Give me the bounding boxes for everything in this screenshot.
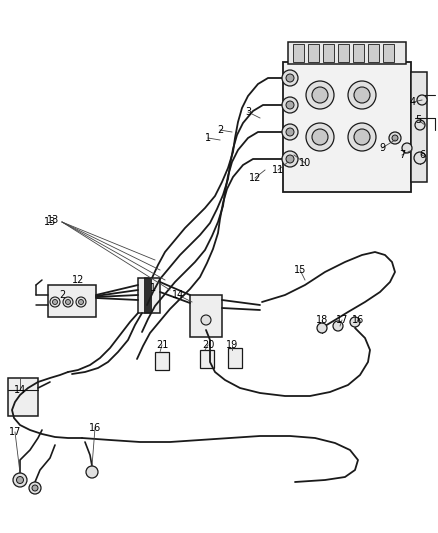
Text: 12: 12 [72, 275, 84, 285]
Text: 5: 5 [415, 115, 421, 125]
Circle shape [312, 129, 328, 145]
Circle shape [306, 123, 334, 151]
Text: 3: 3 [245, 107, 251, 117]
Bar [283, 62, 411, 192]
Circle shape [354, 87, 370, 103]
Text: 15: 15 [294, 265, 306, 275]
Text: 21: 21 [156, 340, 168, 350]
Circle shape [282, 97, 298, 113]
Text: 12: 12 [249, 173, 261, 183]
Circle shape [286, 74, 294, 82]
Text: 16: 16 [352, 315, 364, 325]
Text: 14: 14 [14, 385, 26, 395]
Text: 11: 11 [272, 165, 284, 175]
Text: 20: 20 [202, 340, 214, 350]
Bar [368, 44, 379, 62]
Circle shape [282, 124, 298, 140]
Text: 1: 1 [205, 133, 211, 143]
Circle shape [282, 70, 298, 86]
Text: 18: 18 [316, 315, 328, 325]
Text: 13: 13 [47, 215, 59, 225]
Bar [308, 44, 319, 62]
Circle shape [76, 297, 86, 307]
Circle shape [317, 323, 327, 333]
Bar [48, 285, 96, 317]
Bar [383, 44, 394, 62]
Bar [200, 350, 214, 368]
Circle shape [13, 473, 27, 487]
Circle shape [201, 315, 211, 325]
Circle shape [66, 300, 71, 304]
Circle shape [286, 128, 294, 136]
Circle shape [286, 155, 294, 163]
Text: 4: 4 [410, 97, 416, 107]
Circle shape [348, 81, 376, 109]
Circle shape [389, 132, 401, 144]
Circle shape [414, 152, 426, 164]
Bar [338, 44, 349, 62]
Text: 17: 17 [9, 427, 21, 437]
Circle shape [17, 477, 24, 483]
Bar [8, 378, 38, 416]
Circle shape [350, 317, 360, 327]
Text: 17: 17 [336, 315, 348, 325]
Circle shape [392, 135, 398, 141]
Text: 9: 9 [379, 143, 385, 153]
Bar [190, 295, 222, 337]
Circle shape [282, 151, 298, 167]
Bar [323, 44, 334, 62]
Text: 14: 14 [172, 290, 184, 300]
Bar [138, 278, 160, 313]
Text: 16: 16 [89, 423, 101, 433]
Circle shape [306, 81, 334, 109]
Bar [155, 352, 169, 370]
Circle shape [63, 297, 73, 307]
Text: 10: 10 [299, 158, 311, 168]
Circle shape [53, 300, 57, 304]
Text: 1: 1 [150, 283, 156, 293]
Bar [228, 348, 242, 368]
Text: 13: 13 [44, 217, 56, 227]
Circle shape [50, 297, 60, 307]
Circle shape [78, 300, 84, 304]
Bar [293, 44, 304, 62]
Text: 2: 2 [217, 125, 223, 135]
Circle shape [86, 466, 98, 478]
Text: 2: 2 [59, 290, 65, 300]
Bar [288, 42, 406, 64]
Circle shape [32, 485, 38, 491]
Circle shape [415, 120, 425, 130]
Text: 6: 6 [419, 150, 425, 160]
Circle shape [312, 87, 328, 103]
Circle shape [402, 143, 412, 153]
Text: 19: 19 [226, 340, 238, 350]
Text: 7: 7 [399, 150, 405, 160]
Bar [411, 72, 427, 182]
Circle shape [29, 482, 41, 494]
Circle shape [333, 321, 343, 331]
Bar [353, 44, 364, 62]
Circle shape [348, 123, 376, 151]
Circle shape [417, 95, 427, 105]
Circle shape [286, 101, 294, 109]
Circle shape [354, 129, 370, 145]
